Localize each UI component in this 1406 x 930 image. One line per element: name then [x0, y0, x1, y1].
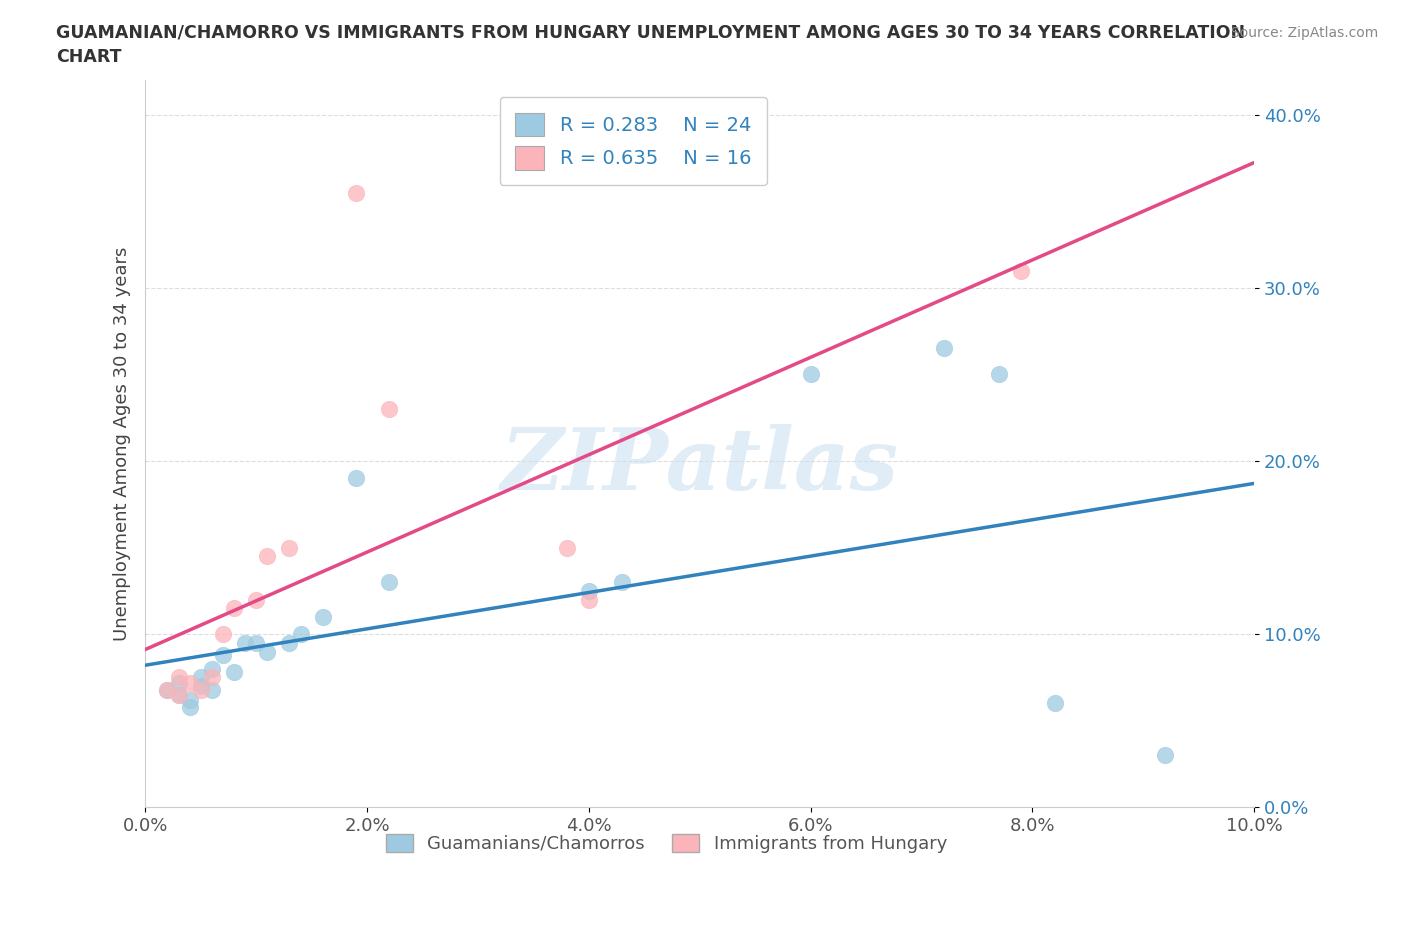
Point [344, 185, 367, 200]
Point [578, 583, 600, 598]
Point [578, 592, 600, 607]
Point [988, 367, 1011, 382]
Point [278, 540, 301, 555]
Point [167, 687, 190, 702]
Point [167, 675, 190, 690]
Point [167, 670, 190, 684]
Point [256, 644, 278, 659]
Point [278, 635, 301, 650]
Point [245, 592, 267, 607]
Point [378, 402, 401, 417]
Point [179, 675, 201, 690]
Point [344, 471, 367, 485]
Point [190, 670, 212, 684]
Point [179, 693, 201, 708]
Point [1010, 263, 1032, 278]
Point [190, 679, 212, 694]
Point [222, 601, 245, 616]
Text: CHART: CHART [56, 48, 122, 66]
Point [932, 341, 955, 356]
Point [378, 575, 401, 590]
Text: Source: ZipAtlas.com: Source: ZipAtlas.com [1230, 26, 1378, 40]
Point [256, 549, 278, 564]
Point [290, 627, 312, 642]
Point [233, 635, 256, 650]
Y-axis label: Unemployment Among Ages 30 to 34 years: Unemployment Among Ages 30 to 34 years [114, 246, 131, 641]
Point [1154, 748, 1177, 763]
Legend: Guamanians/Chamorros, Immigrants from Hungary: Guamanians/Chamorros, Immigrants from Hu… [378, 827, 955, 860]
Point [167, 687, 190, 702]
Point [201, 670, 224, 684]
Point [1043, 696, 1066, 711]
Point [201, 683, 224, 698]
Point [212, 627, 235, 642]
Point [190, 683, 212, 698]
Text: GUAMANIAN/CHAMORRO VS IMMIGRANTS FROM HUNGARY UNEMPLOYMENT AMONG AGES 30 TO 34 Y: GUAMANIAN/CHAMORRO VS IMMIGRANTS FROM HU… [56, 23, 1246, 41]
Point [555, 540, 578, 555]
Point [245, 635, 267, 650]
Point [156, 683, 179, 698]
Point [610, 575, 633, 590]
Point [800, 367, 823, 382]
Point [222, 665, 245, 680]
Text: ZIPatlas: ZIPatlas [501, 424, 898, 507]
Point [156, 683, 179, 698]
Point [212, 647, 235, 662]
Point [201, 661, 224, 676]
Point [179, 699, 201, 714]
Point [312, 609, 335, 624]
